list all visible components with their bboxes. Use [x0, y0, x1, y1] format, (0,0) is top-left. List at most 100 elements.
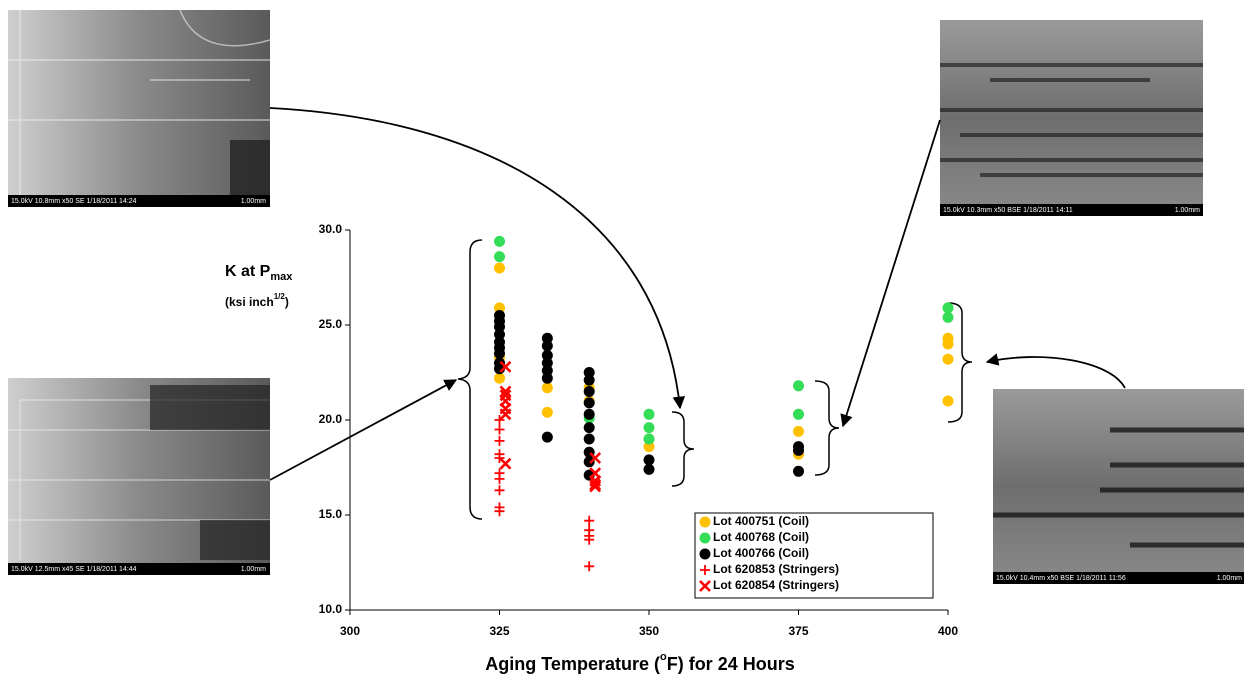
data-point [942, 311, 954, 323]
legend-label: Lot 400768 (Coil) [713, 530, 809, 544]
data-point [499, 408, 512, 421]
data-point [583, 386, 595, 397]
micrograph-scale: 1.00mm [241, 566, 266, 573]
micrograph: 15.0kV 10.4mm x50 BSE 1/18/2011 11:56 1.… [993, 389, 1244, 584]
data-point [494, 506, 505, 517]
data-point [583, 433, 595, 445]
legend-label: Lot 400751 (Coil) [713, 514, 809, 528]
data-point [643, 463, 655, 475]
data-point [793, 465, 804, 477]
data-point [583, 367, 595, 378]
y-axis-unit-text: (ksi inch [225, 295, 274, 309]
data-point [541, 431, 553, 443]
data-point [494, 321, 505, 333]
data-point [494, 415, 505, 425]
data-point [499, 457, 512, 470]
legend-marker [699, 516, 711, 528]
data-point [541, 406, 553, 418]
data-point [584, 515, 595, 526]
legend-marker [699, 580, 711, 592]
data-point [589, 478, 602, 491]
y-tick-label: 25.0 [319, 317, 343, 331]
y-tick-label: 15.0 [319, 507, 343, 521]
micrograph-caption: 15.0kV 10.4mm x50 BSE 1/18/2011 11:56 [996, 575, 1126, 582]
data-point [793, 444, 804, 456]
data-point [494, 453, 505, 463]
data-point [494, 262, 505, 274]
x-tick-label: 300 [340, 624, 360, 638]
legend-marker [700, 565, 710, 575]
data-point [541, 382, 553, 394]
data-point [541, 332, 553, 344]
data-point [942, 302, 954, 314]
data-point [793, 380, 804, 392]
data-point [541, 349, 553, 361]
x-axis-title-text: Aging Temperature ( [485, 654, 660, 674]
data-point [793, 425, 804, 437]
micrograph: 15.0kV 12.5mm x45 SE 1/18/2011 14:44 1.0… [8, 378, 270, 575]
y-axis-title: K at Pmax [225, 263, 293, 283]
data-point [541, 365, 553, 377]
data-point [584, 561, 595, 572]
x-tick-label: 325 [489, 624, 509, 638]
legend-label: Lot 400766 (Coil) [713, 546, 809, 560]
data-point [942, 395, 954, 407]
data-point [583, 397, 595, 409]
data-point [583, 374, 595, 386]
data-point [942, 353, 954, 365]
data-point [584, 534, 595, 545]
data-point [643, 454, 655, 466]
data-point [541, 340, 553, 352]
micrograph-caption: 15.0kV 10.8mm x50 SE 1/18/2011 14:24 [11, 198, 137, 205]
micrograph-caption: 15.0kV 10.3mm x50 BSE 1/18/2011 14:11 [943, 207, 1073, 214]
data-point [541, 357, 553, 369]
x-axis-title: Aging Temperature (oF) for 24 Hours [485, 651, 794, 674]
data-point [494, 424, 505, 435]
legend-marker [699, 532, 711, 544]
data-point [494, 485, 505, 496]
micrograph-caption: 15.0kV 12.5mm x45 SE 1/18/2011 14:44 [11, 566, 137, 573]
data-point [583, 422, 595, 434]
data-point [541, 372, 553, 384]
brackets [457, 239, 973, 520]
x-tick-label: 375 [788, 624, 808, 638]
legend-label: Lot 620854 (Stringers) [713, 578, 839, 592]
y-axis-unit: (ksi inch1/2) [225, 292, 289, 309]
data-point [494, 235, 505, 247]
arrows [269, 107, 1126, 481]
data-point [643, 441, 655, 453]
x-axis-title-sup: o [660, 651, 667, 663]
data-point [494, 302, 505, 314]
legend [694, 512, 934, 599]
micrograph: 15.0kV 10.8mm x50 SE 1/18/2011 14:24 1.0… [8, 9, 271, 207]
data-point [494, 435, 505, 446]
data-point [589, 480, 602, 493]
data-point [494, 251, 505, 263]
data-point [643, 433, 655, 445]
y-axis-unit-sup: 1/2 [274, 292, 286, 301]
y-axis-unit-text: ) [285, 295, 289, 309]
x-axis-title-text: F) for 24 Hours [667, 654, 795, 674]
micrograph-scale: 1.00mm [1175, 207, 1200, 214]
data-point [494, 473, 505, 484]
legend-marker [699, 548, 711, 560]
micrograph-scale: 1.00mm [1217, 575, 1242, 582]
y-tick-label: 30.0 [319, 222, 343, 236]
micrograph: 15.0kV 10.3mm x50 BSE 1/18/2011 14:11 1.… [940, 20, 1203, 216]
data-point [494, 372, 505, 384]
y-axis-title-text: K at P [225, 263, 271, 280]
x-tick-label: 350 [639, 624, 659, 638]
data-point [494, 329, 505, 340]
data-point [583, 408, 595, 420]
data-point [499, 385, 512, 398]
x-tick-label: 400 [938, 624, 958, 638]
data-point [793, 408, 804, 420]
micrograph-scale: 1.00mm [241, 198, 266, 205]
legend-label: Lot 620853 (Stringers) [713, 562, 839, 576]
y-axis-title-sub: max [270, 271, 293, 283]
data-point [589, 452, 602, 464]
y-tick-label: 20.0 [319, 412, 343, 426]
data-point [583, 456, 595, 468]
data-point [643, 408, 655, 420]
